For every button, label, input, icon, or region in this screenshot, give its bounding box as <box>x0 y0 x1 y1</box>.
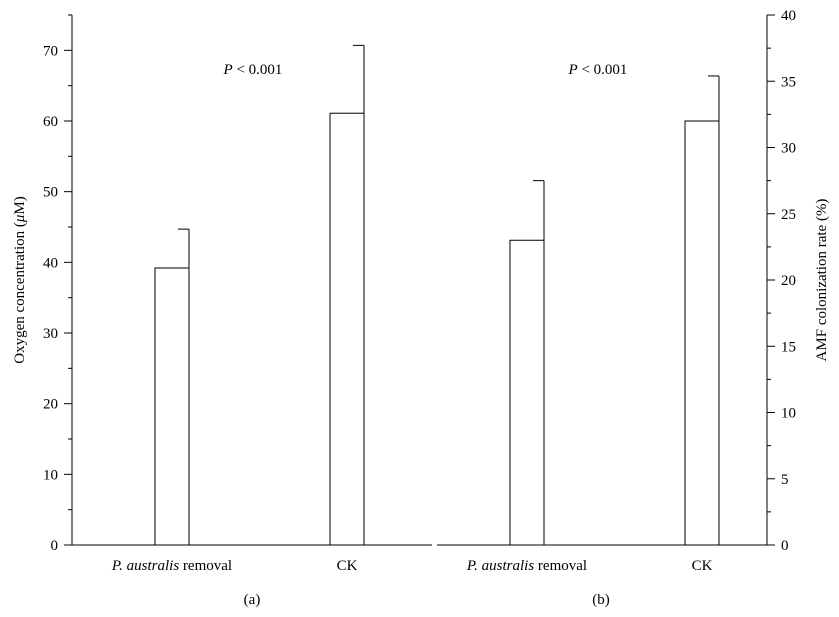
p-value-symbol: P <box>568 62 578 78</box>
p-value-text: < 0.001 <box>578 62 628 78</box>
y-tick-label: 15 <box>781 339 796 355</box>
y-axis-title-text: Oxygen concentration ( <box>12 222 28 364</box>
chart-panel-a: 0 10 20 30 40 50 60 70 P. australis removal CK P <… <box>12 14 432 608</box>
y-axis-title-unit: M) <box>12 196 28 214</box>
y-tick-label: 20 <box>43 397 58 413</box>
y-tick-label: 40 <box>43 255 58 271</box>
y-axis-title: Oxygen concentration (μM) <box>12 196 28 364</box>
panel-label: (a) <box>244 592 261 608</box>
bar <box>684 120 720 546</box>
p-value-annotation: P < 0.001 <box>568 62 628 78</box>
x-tick-label: P. australis removal <box>111 558 232 574</box>
x-tick-label-text: CK <box>337 558 358 574</box>
y-axis-title: AMF colonization rate (%) <box>814 199 830 362</box>
y-tick-label: 25 <box>781 207 796 223</box>
x-tick-label-italic: P. australis <box>466 558 534 574</box>
bar <box>509 239 545 546</box>
p-value-symbol: P <box>223 62 233 78</box>
x-tick-label: CK <box>692 558 713 574</box>
y-tick-label: 10 <box>781 406 796 422</box>
x-tick-label-italic: P. australis <box>111 558 179 574</box>
y-tick-label: 10 <box>43 467 58 483</box>
y-tick-label: 20 <box>781 273 796 289</box>
y-tick-label: 30 <box>43 326 58 342</box>
y-tick-label: 0 <box>781 538 789 554</box>
bar <box>154 267 190 546</box>
x-tick-label-text: CK <box>692 558 713 574</box>
y-tick-label: 35 <box>781 74 796 90</box>
panel-label: (b) <box>592 592 610 608</box>
x-tick-label-text: removal <box>534 558 587 574</box>
y-tick-label: 5 <box>781 472 789 488</box>
p-value-text: < 0.001 <box>233 62 283 78</box>
y-axis-title-text: AMF colonization rate (%) <box>814 199 830 362</box>
x-tick-label: P. australis removal <box>466 558 587 574</box>
bar <box>329 112 365 546</box>
y-tick-label: 50 <box>43 185 58 201</box>
x-tick-label-text: removal <box>179 558 232 574</box>
y-tick-label: 70 <box>43 43 58 59</box>
y-tick-label: 60 <box>43 114 58 130</box>
p-value-annotation: P < 0.001 <box>223 62 283 78</box>
chart-panel-b: 0 5 10 15 20 25 30 35 40 P. australis removal CK P … <box>437 8 830 608</box>
y-tick-label: 40 <box>781 8 796 24</box>
y-axis-title-italic: μ <box>12 214 28 223</box>
y-tick-label: 30 <box>781 141 796 157</box>
x-tick-label: CK <box>337 558 358 574</box>
y-tick-label: 0 <box>51 538 59 554</box>
